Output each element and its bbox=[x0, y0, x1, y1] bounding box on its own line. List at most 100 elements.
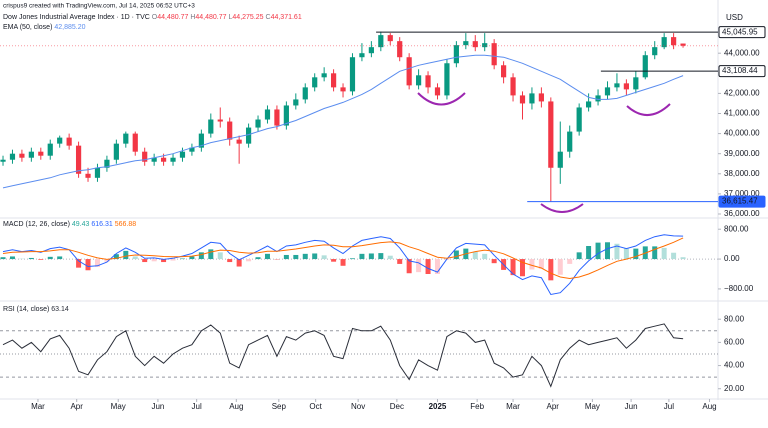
histogram-bar bbox=[331, 259, 337, 262]
histogram-bar bbox=[529, 259, 535, 270]
histogram-bar bbox=[623, 248, 629, 260]
histogram-bar bbox=[321, 255, 327, 260]
ema-line bbox=[2, 54, 684, 189]
candle-body bbox=[47, 143, 53, 156]
x-tick-label: Jun bbox=[625, 402, 638, 411]
x-tick-label: Aug bbox=[229, 402, 243, 411]
candle-body bbox=[123, 133, 129, 144]
candle-body bbox=[321, 73, 327, 78]
histogram-bar bbox=[227, 259, 233, 263]
arc bbox=[417, 92, 466, 106]
candle-body bbox=[453, 45, 459, 64]
arc bbox=[626, 103, 671, 116]
ema-value: 42,885.20 bbox=[54, 24, 85, 31]
candle-body bbox=[671, 37, 677, 46]
histogram-bar bbox=[170, 259, 176, 261]
y-tick-label: 40.00 bbox=[724, 361, 745, 370]
candle-body bbox=[151, 157, 157, 162]
candle-body bbox=[0, 159, 6, 162]
histogram-bar bbox=[198, 252, 204, 260]
histogram-bar bbox=[151, 259, 157, 262]
level-label-box bbox=[718, 26, 766, 39]
ohlc-key: C bbox=[266, 14, 271, 21]
candle-body bbox=[208, 119, 214, 134]
candle-body bbox=[652, 47, 658, 56]
histogram-bar bbox=[57, 256, 63, 260]
x-tick-label: Apr bbox=[546, 402, 559, 411]
candle-body bbox=[623, 83, 629, 90]
histogram-bar bbox=[652, 246, 658, 260]
candle-body bbox=[576, 107, 582, 132]
histogram-bar bbox=[397, 259, 403, 264]
histogram-bar bbox=[453, 250, 459, 260]
histogram-bar bbox=[217, 252, 223, 260]
histogram-bar bbox=[302, 253, 308, 260]
candle-body bbox=[245, 127, 252, 144]
candle-body bbox=[236, 139, 242, 144]
candle-body bbox=[274, 109, 280, 126]
y-tick-label: 36,000.00 bbox=[724, 209, 760, 218]
histogram-bar bbox=[312, 253, 318, 260]
histogram-bar bbox=[47, 256, 53, 260]
level-label-box bbox=[718, 65, 766, 78]
candle-body bbox=[529, 93, 535, 104]
macd-title: MACD (12, 26, close) bbox=[3, 221, 70, 228]
candle-body bbox=[170, 157, 176, 162]
candle-body bbox=[160, 157, 167, 162]
histogram-bar bbox=[425, 259, 431, 274]
histogram-bar bbox=[123, 250, 129, 260]
histogram-bar bbox=[614, 243, 620, 260]
candle-body bbox=[75, 145, 82, 174]
histogram-bar bbox=[132, 256, 138, 260]
x-tick-label: Nov bbox=[351, 402, 365, 411]
symbol-line: Dow Jones Industrial Average Index · 1D … bbox=[3, 14, 302, 21]
histogram-bar bbox=[142, 259, 148, 263]
candle-body bbox=[57, 137, 63, 144]
histogram-bar bbox=[113, 254, 119, 260]
candle-body bbox=[94, 167, 101, 178]
x-tick-label: Sep bbox=[272, 402, 287, 411]
candle-body bbox=[501, 65, 507, 78]
y-tick-label: 0.00 bbox=[724, 254, 740, 263]
signal-line bbox=[2, 237, 684, 280]
candle-body bbox=[312, 77, 318, 88]
histogram-bar bbox=[208, 249, 214, 260]
candle-body bbox=[482, 43, 488, 48]
currency: USD bbox=[726, 13, 743, 22]
candle-body bbox=[142, 151, 148, 162]
histogram-bar bbox=[293, 254, 299, 260]
y-tick-label: 39,000.00 bbox=[724, 149, 760, 158]
candle-body bbox=[368, 47, 374, 54]
histogram-bar bbox=[604, 242, 610, 260]
candle-body bbox=[434, 87, 441, 96]
signal-value: 566.88 bbox=[115, 221, 137, 228]
y-tick-label: 44,000.00 bbox=[724, 48, 760, 57]
candle-body bbox=[642, 55, 648, 78]
ohlc-value: 44,480.77 bbox=[195, 14, 226, 21]
candle-body bbox=[567, 131, 573, 152]
rsi-title: RSI (14, close) bbox=[3, 306, 49, 313]
y-tick-label: 20.00 bbox=[724, 384, 745, 393]
histogram-bar bbox=[472, 251, 478, 260]
histogram-bar bbox=[661, 247, 667, 260]
candle-body bbox=[491, 43, 497, 66]
histogram-bar bbox=[28, 257, 34, 260]
ohlc-value: 44,371.61 bbox=[271, 14, 302, 21]
candle-body bbox=[378, 35, 384, 48]
x-tick-label: Mar bbox=[506, 402, 520, 411]
candle-body bbox=[198, 133, 204, 148]
macd-line bbox=[2, 234, 684, 296]
histogram-bar bbox=[359, 253, 365, 260]
candle-body bbox=[113, 143, 119, 160]
y-tick-label: 38,000.00 bbox=[724, 169, 760, 178]
histogram-bar bbox=[85, 259, 91, 271]
x-tick-label: Jun bbox=[151, 402, 164, 411]
level-label-box bbox=[718, 195, 766, 208]
histogram-bar bbox=[519, 259, 525, 277]
candle-body bbox=[557, 151, 563, 168]
candle-body bbox=[614, 83, 620, 88]
candle-body bbox=[283, 105, 289, 126]
ohlc-key: L bbox=[229, 14, 233, 21]
histogram-bar bbox=[406, 259, 412, 274]
